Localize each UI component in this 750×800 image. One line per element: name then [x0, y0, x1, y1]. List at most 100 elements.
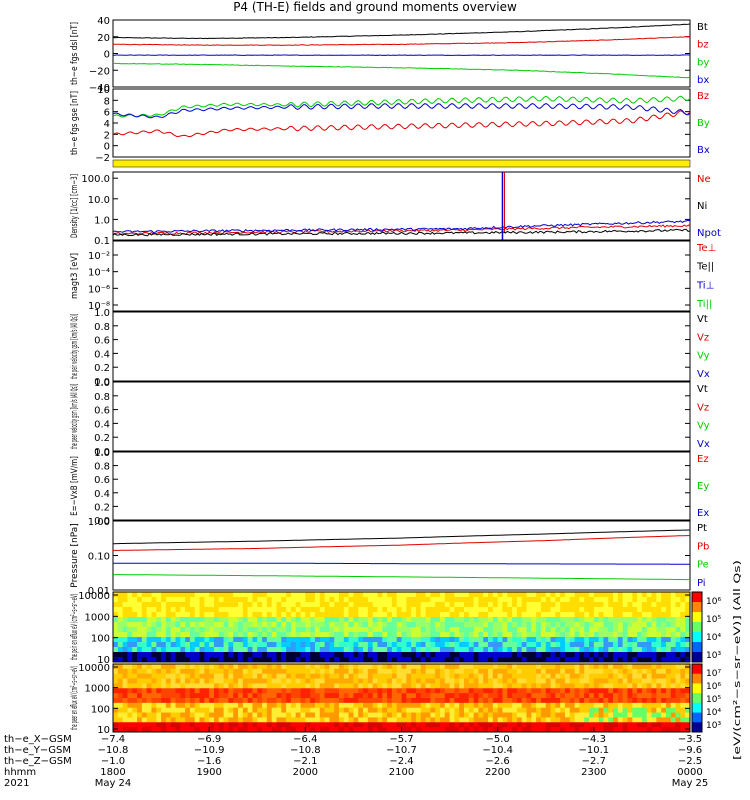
heatmap-cell	[670, 707, 676, 713]
heatmap-cell	[189, 597, 196, 603]
heatmap-cell	[593, 632, 600, 638]
heatmap-cell	[497, 607, 503, 613]
heatmap-cell	[247, 678, 253, 684]
ytick-label: 40	[97, 16, 110, 27]
heatmap-cell	[502, 707, 508, 713]
heatmap-cell	[492, 652, 499, 658]
heatmap-cell	[271, 597, 277, 603]
heatmap-cell	[464, 698, 470, 704]
x-axis-row-label: th−e_X−GSM	[4, 734, 72, 745]
heatmap-cell	[555, 652, 561, 658]
heatmap-cell	[564, 722, 571, 728]
heatmap-cell	[242, 727, 249, 733]
heatmap-cell	[151, 642, 157, 648]
heatmap-cell	[449, 617, 455, 623]
heatmap-cell	[526, 712, 532, 718]
heatmap-cell	[617, 683, 624, 689]
heatmap-cell	[286, 698, 292, 704]
heatmap-cell	[127, 642, 133, 648]
heatmap-cell	[415, 632, 422, 638]
heatmap-cell	[483, 592, 489, 598]
heatmap-cell	[146, 592, 152, 598]
heatmap-cell	[627, 612, 633, 618]
x-axis-value: −5.0	[486, 734, 510, 745]
heatmap-cell	[295, 664, 301, 670]
heatmap-cell	[382, 597, 388, 603]
heatmap-cell	[175, 668, 181, 675]
heatmap-cell	[670, 683, 676, 689]
heatmap-cell	[516, 617, 523, 623]
heatmap-cell	[656, 627, 662, 633]
heatmap-cell	[281, 627, 287, 633]
heatmap-cell	[574, 698, 580, 704]
heatmap-cell	[141, 652, 148, 658]
heatmap-cell	[117, 702, 124, 709]
heatmap-cell	[165, 642, 172, 648]
heatmap-cell	[281, 612, 287, 618]
heatmap-cell	[343, 712, 350, 718]
heatmap-cell	[589, 597, 595, 603]
heatmap-cell	[213, 622, 220, 628]
heatmap-cell	[338, 688, 345, 694]
heatmap-cell	[622, 632, 628, 638]
ytick-label: 10	[97, 725, 110, 736]
heatmap-cell	[608, 673, 614, 679]
heatmap-cell	[223, 707, 229, 713]
heatmap-cell	[363, 688, 369, 694]
heatmap-cell	[483, 668, 489, 675]
heatmap-cell	[271, 642, 277, 648]
heatmap-cell	[319, 602, 325, 608]
heatmap-cell	[295, 678, 301, 684]
heatmap-cell	[161, 698, 167, 704]
heatmap-cell	[132, 632, 138, 638]
heatmap-cell	[444, 622, 450, 628]
heatmap-cell	[396, 612, 402, 618]
heatmap-cell	[579, 657, 585, 663]
heatmap-cell	[661, 612, 667, 618]
heatmap-cell	[555, 717, 561, 723]
heatmap-cell	[685, 622, 691, 628]
heatmap-cell	[228, 727, 234, 733]
heatmap-cell	[151, 597, 157, 603]
heatmap-cell	[180, 647, 186, 653]
ytick-label: 100	[91, 704, 110, 715]
heatmap-cell	[358, 647, 364, 653]
heatmap-cell	[228, 627, 234, 633]
colorbar-tick-label: 10³	[706, 651, 721, 661]
heatmap-cell	[540, 652, 547, 658]
heatmap-cell	[271, 607, 277, 613]
heatmap-cell	[281, 637, 287, 643]
heatmap-cell	[338, 664, 345, 670]
heatmap-cell	[387, 597, 393, 603]
heatmap-cell	[584, 707, 590, 713]
heatmap-cell	[151, 693, 157, 699]
x-axis-row-label: th−e_Y−GSM	[4, 745, 71, 756]
heatmap-cell	[406, 657, 412, 663]
heatmap-cell	[444, 698, 450, 704]
heatmap-cell	[665, 597, 672, 603]
heatmap-cell	[492, 668, 499, 675]
heatmap-cell	[536, 717, 542, 723]
heatmap-cell	[165, 678, 172, 684]
heatmap-cell	[113, 627, 119, 633]
heatmap-cell	[627, 607, 633, 613]
heatmap-cell	[372, 668, 378, 675]
heatmap-cell	[180, 652, 186, 658]
heatmap-cell	[137, 652, 143, 658]
heatmap-cell	[358, 727, 364, 733]
heatmap-cell	[132, 664, 138, 670]
heatmap-cell	[132, 698, 138, 704]
heatmap-cell	[564, 612, 571, 618]
heatmap-cell	[661, 727, 667, 733]
heatmap-cell	[218, 664, 224, 670]
heatmap-cell	[564, 668, 571, 675]
heatmap-cell	[675, 683, 681, 689]
heatmap-cell	[685, 722, 691, 728]
heatmap-cell	[665, 712, 672, 718]
heatmap-cell	[382, 668, 388, 675]
heatmap-cell	[358, 688, 364, 694]
heatmap-cell	[132, 617, 138, 623]
heatmap-cell	[449, 612, 455, 618]
heatmap-cell	[117, 632, 124, 638]
heatmap-cell	[218, 722, 224, 728]
